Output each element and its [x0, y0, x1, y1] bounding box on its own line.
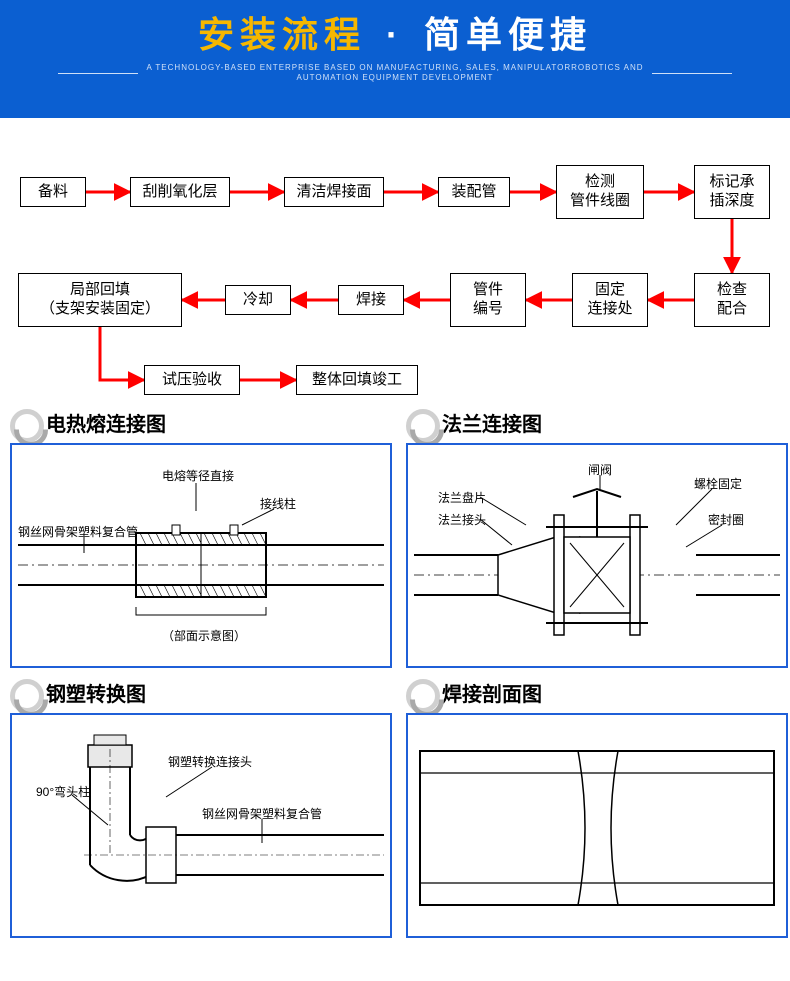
header-subtitle: A TECHNOLOGY-BASED ENTERPRISE BASED ON M… [138, 63, 651, 84]
panel-electrofusion: 电热熔连接图 电熔等径直接接线柱钢丝网骨架塑料复合管 （部面示意图） [10, 408, 392, 668]
panel-title: 法兰连接图 [442, 408, 542, 437]
diagram-label: 法兰盘片 [438, 489, 486, 506]
flow-node-n9: 管件 编号 [450, 273, 526, 327]
header-title-rest: 简单便捷 [424, 14, 592, 55]
panel-header: 钢塑转换图 [10, 678, 392, 713]
flow-node-n4: 装配管 [438, 177, 510, 207]
diagram-label: 密封圈 [708, 511, 744, 528]
header-title: 安装流程 · 简单便捷 [0, 12, 790, 59]
ring-icon [10, 409, 38, 437]
diagram-label: 闸阀 [588, 461, 612, 478]
diagram-label: 钢丝网骨架塑料复合管 [18, 523, 138, 540]
header-subtitle-l1: A TECHNOLOGY-BASED ENTERPRISE BASED ON M… [146, 63, 643, 72]
flow-node-n2: 刮削氧化层 [130, 177, 230, 207]
header-title-accent: 安装流程 [198, 14, 366, 55]
header-subtitle-l2: AUTOMATION EQUIPMENT DEVELOPMENT [297, 73, 494, 82]
panel-diagram-box [406, 713, 788, 938]
diagram-label: 90°弯头柱 [36, 783, 90, 800]
panel-steel-plastic: 钢塑转换图 钢塑转换连接头 90°弯头柱钢丝网骨架塑料复合管 [10, 678, 392, 938]
panel-header: 电热熔连接图 [10, 408, 392, 443]
install-flowchart: 备料 刮削氧化层 清洁焊接面 装配管 检测 管件线圈标记承 插深度检查 配合固定 连接处… [0, 118, 790, 408]
panel-header: 焊接剖面图 [406, 678, 788, 713]
flow-node-n12: 局部回填 （支架安装固定） [18, 273, 182, 327]
flow-node-n10: 焊接 [338, 285, 404, 315]
panel-diagram-box: 闸阀螺栓固定密封圈 法兰盘片法兰接头 [406, 443, 788, 668]
diagram-label: 螺栓固定 [694, 475, 742, 492]
flow-node-n5: 检测 管件线圈 [556, 165, 644, 219]
diagram-label: 钢丝网骨架塑料复合管 [202, 805, 322, 822]
flow-node-n8: 固定 连接处 [572, 273, 648, 327]
diagram-label: 钢塑转换连接头 [168, 753, 252, 770]
diagram-label: （部面示意图） [162, 627, 246, 644]
panel-diagram-box: 钢塑转换连接头 90°弯头柱钢丝网骨架塑料复合管 [10, 713, 392, 938]
flow-node-n6: 标记承 插深度 [694, 165, 770, 219]
panel-weld-section: 焊接剖面图 [406, 678, 788, 938]
panel-diagram-box: 电熔等径直接接线柱钢丝网骨架塑料复合管 （部面示意图） [10, 443, 392, 668]
ring-icon [406, 679, 434, 707]
header-banner: 安装流程 · 简单便捷 A TECHNOLOGY-BASED ENTERPRIS… [0, 0, 790, 118]
ring-icon [10, 679, 38, 707]
panel-title: 钢塑转换图 [46, 678, 146, 707]
flow-node-n14: 整体回填竣工 [296, 365, 418, 395]
diagram-label: 接线柱 [260, 495, 296, 512]
panel-title: 电热熔连接图 [46, 408, 166, 437]
panel-title: 焊接剖面图 [442, 678, 542, 707]
diagram-label: 法兰接头 [438, 511, 486, 528]
flow-node-n13: 试压验收 [144, 365, 240, 395]
flow-node-n3: 清洁焊接面 [284, 177, 384, 207]
ring-icon [406, 409, 434, 437]
panel-flange: 法兰连接图 闸阀螺栓固定密封圈 法兰盘片法兰接头 [406, 408, 788, 668]
flow-node-n7: 检查 配合 [694, 273, 770, 327]
panel-header: 法兰连接图 [406, 408, 788, 443]
diagram-label: 电熔等径直接 [162, 467, 234, 484]
flow-node-n11: 冷却 [225, 285, 291, 315]
header-title-sep: · [386, 14, 404, 55]
diagram-panels: 电热熔连接图 电熔等径直接接线柱钢丝网骨架塑料复合管 （部面示意图） 法兰连接图 … [0, 408, 790, 948]
flow-node-n1: 备料 [20, 177, 86, 207]
